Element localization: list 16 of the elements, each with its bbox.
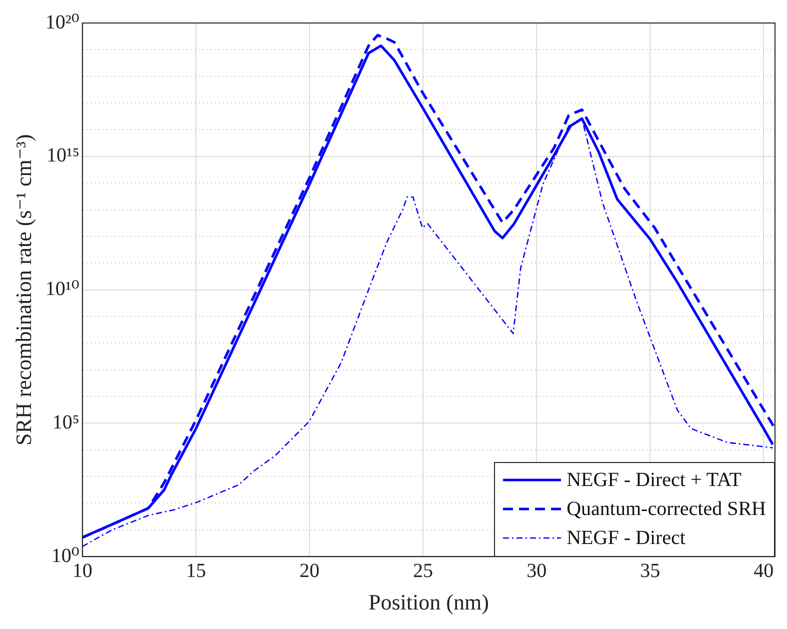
x-tick-label: 35 (640, 560, 660, 582)
y-tick-label: 10²⁰ (45, 11, 80, 34)
y-tick-label: 10¹⁰ (45, 278, 80, 300)
x-tick-label: 15 (186, 560, 206, 582)
legend-label: NEGF - Direct + TAT (566, 468, 742, 493)
x-tick-label: 25 (413, 560, 434, 582)
x-tick-label: 20 (299, 560, 320, 582)
y-tick-label: 10¹⁵ (46, 144, 80, 167)
x-tick-label: 10 (72, 560, 92, 582)
x-tick-label: 40 (754, 560, 774, 582)
y-tick-label: 10⁵ (52, 411, 80, 434)
legend-label: NEGF - Direct (566, 526, 686, 551)
x-axis-title: Position (nm) (368, 590, 489, 615)
x-tick-label: 30 (526, 560, 547, 582)
y-axis-title: SRH recombination rate (s⁻¹ cm⁻³) (10, 134, 36, 446)
legend-label: Quantum-corrected SRH (566, 496, 766, 522)
